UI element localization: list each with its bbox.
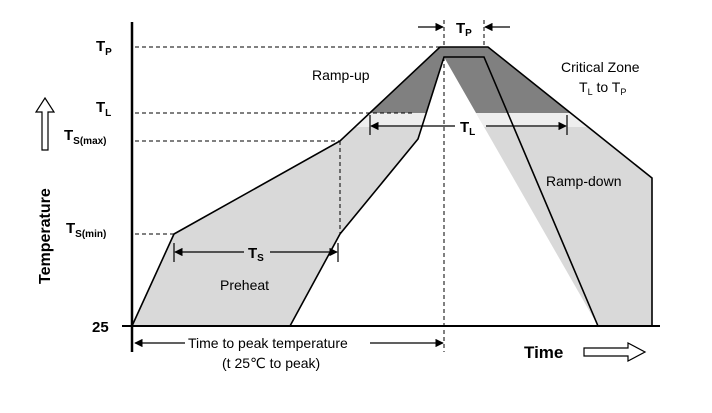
critical-zone-range: TL to TP (579, 79, 626, 97)
critical-zone-region (369, 47, 571, 113)
critical-zone-label: Critical Zone (561, 59, 640, 75)
tick-ts-min: TS(min) (66, 220, 106, 240)
x-axis-label: Time (524, 343, 563, 362)
time-to-peak-label: Time to peak temperature (188, 335, 348, 351)
ramp-up-label: Ramp-up (312, 67, 370, 83)
tick-25: 25 (92, 319, 109, 336)
preheat-label: Preheat (220, 277, 269, 293)
temperature-up-arrow-icon (34, 96, 56, 151)
time-right-arrow-icon (583, 342, 647, 362)
time-to-peak-sublabel: (t 25℃ to peak) (222, 355, 320, 371)
tp-span-label: TP (456, 20, 472, 39)
ts-span-label: TS (248, 245, 264, 264)
tick-tl: TL (96, 99, 111, 119)
tick-ts-max: TS(max) (64, 127, 107, 147)
tl-span-label: TL (460, 119, 475, 138)
ramp-down-label: Ramp-down (546, 173, 621, 189)
tl-band (354, 113, 589, 127)
reference-lines (135, 20, 485, 352)
y-axis-label: Temperature (37, 188, 54, 284)
tick-tp: TP (96, 38, 112, 58)
